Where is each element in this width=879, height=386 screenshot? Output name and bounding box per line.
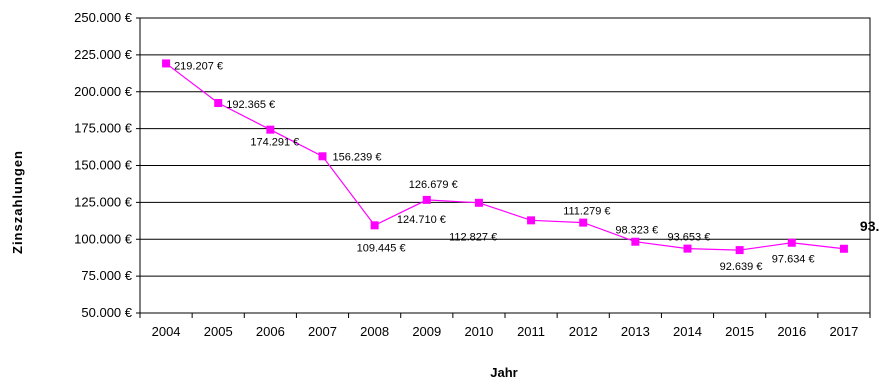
x-tick-label: 2016 — [777, 324, 806, 339]
x-tick-label: 2006 — [256, 324, 285, 339]
x-tick-label: 2010 — [464, 324, 493, 339]
y-tick-label: 100.000 € — [74, 231, 133, 246]
y-tick-label: 175.000 € — [74, 121, 133, 136]
data-label: 97.634 € — [772, 254, 815, 266]
data-point — [370, 221, 379, 230]
x-tick-label: 2011 — [517, 324, 545, 339]
y-tick-label: 125.000 € — [74, 194, 133, 209]
x-tick-label: 2014 — [673, 324, 702, 339]
x-tick-label: 2007 — [308, 324, 337, 339]
x-tick-label: 2005 — [204, 324, 233, 339]
data-label: 124.710 € — [397, 214, 446, 226]
plot-frame — [139, 17, 871, 314]
data-labels: 219.207 € 192.365 € 174.291 € 156.239 € 109.… — [174, 60, 879, 273]
data-point — [422, 195, 431, 204]
data-point — [683, 244, 692, 253]
data-label: 93.543 € — [860, 218, 879, 234]
x-tick-label: 2015 — [725, 324, 754, 339]
data-label: 109.445 € — [357, 242, 406, 254]
data-point — [214, 99, 223, 108]
y-tick-label: 250.000 € — [74, 10, 133, 25]
y-tick-label: 200.000 € — [74, 84, 133, 99]
x-tick-label: 2013 — [621, 324, 650, 339]
data-point — [318, 152, 327, 161]
y-axis-ticks: 50.000 € 75.000 € 100.000 € 125.000 € 150.00… — [74, 10, 140, 320]
x-tick-label: 2017 — [829, 324, 858, 339]
data-label: 126.679 € — [409, 179, 458, 191]
x-tick-label: 2009 — [412, 324, 441, 339]
x-axis-title: Jahr — [490, 365, 517, 380]
y-tick-label: 50.000 € — [81, 305, 132, 320]
data-point — [266, 125, 275, 134]
gridlines — [140, 54, 870, 277]
data-label: 98.323 € — [615, 225, 658, 237]
data-label: 192.365 € — [226, 99, 275, 111]
data-label: 93.653 € — [668, 232, 711, 244]
data-point — [631, 237, 640, 246]
y-tick-label: 225.000 € — [74, 47, 133, 62]
data-label: 156.239 € — [333, 151, 382, 163]
data-label: 174.291 € — [250, 137, 299, 149]
data-point — [735, 246, 744, 255]
data-point — [527, 216, 536, 225]
data-label: 219.207 € — [174, 60, 223, 72]
data-point — [162, 59, 171, 68]
series-line — [165, 62, 844, 251]
data-point — [839, 244, 848, 253]
x-tick-label: 2012 — [569, 324, 598, 339]
data-markers — [162, 59, 848, 255]
data-label: 92.639 € — [720, 261, 763, 273]
x-tick-label: 2004 — [152, 324, 181, 339]
data-point — [787, 238, 796, 247]
y-tick-label: 150.000 € — [74, 158, 133, 173]
data-point — [579, 218, 588, 227]
data-point — [474, 198, 483, 207]
x-tick-label: 2008 — [360, 324, 389, 339]
x-axis-ticks: 2004 2005 2006 2007 2008 2009 2010 2011 2012 2013… — [139, 313, 871, 339]
y-axis-title: Zinszahlungen — [10, 150, 25, 254]
data-label: 112.827 € — [449, 231, 497, 243]
y-tick-label: 75.000 € — [81, 268, 132, 283]
data-label: 111.279 € — [563, 206, 610, 218]
